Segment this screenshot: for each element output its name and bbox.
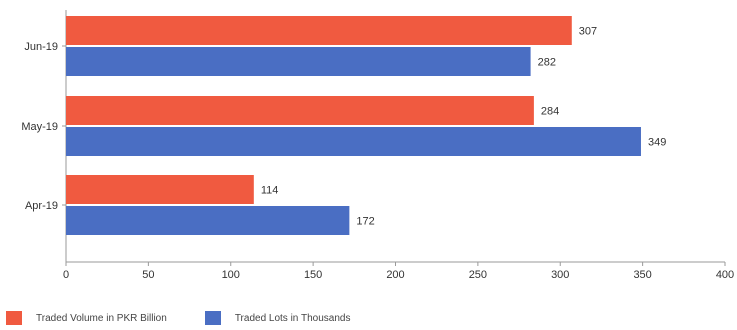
category-label: Jun-19 [24, 41, 58, 53]
bar-traded-volume [66, 16, 572, 45]
x-tick-label: 300 [551, 269, 569, 281]
data-label: 282 [538, 57, 556, 69]
legend-swatch-traded-volume [6, 311, 22, 325]
legend-item-traded-lots: Traded Lots in Thousands [204, 311, 351, 325]
bar-traded-lots [66, 47, 531, 76]
x-tick-label: 400 [716, 269, 734, 281]
x-tick-label: 150 [304, 269, 322, 281]
legend-label-traded-lots: Traded Lots in Thousands [234, 312, 351, 324]
data-label: 114 [261, 185, 279, 197]
bar-traded-volume [66, 175, 254, 204]
bar-chart: 0 50 100 150 200 250 300 350 400 307 282 Jun-19 284 3… [21, 10, 734, 281]
data-label: 284 [541, 106, 559, 118]
x-tick-label: 200 [386, 269, 404, 281]
category-label: May-19 [21, 121, 58, 133]
x-tick-label: 50 [142, 269, 154, 281]
data-label: 307 [579, 26, 597, 38]
x-tick-label: 350 [633, 269, 651, 281]
legend-label-traded-volume: Traded Volume in PKR Billion [36, 312, 167, 324]
bar-traded-lots [66, 206, 350, 235]
legend: Traded Volume in PKR Billion Traded Lots… [6, 309, 388, 327]
x-tick-label: 0 [63, 269, 69, 281]
legend-item-traded-volume: Traded Volume in PKR Billion [6, 311, 167, 325]
category-label: Apr-19 [25, 200, 58, 212]
data-label: 172 [356, 216, 374, 228]
data-label: 349 [648, 137, 666, 149]
legend-swatch-traded-lots [204, 311, 221, 325]
bar-traded-lots [66, 127, 641, 156]
bar-traded-volume [66, 96, 534, 125]
x-tick-label: 100 [222, 269, 240, 281]
x-tick-label: 250 [469, 269, 487, 281]
